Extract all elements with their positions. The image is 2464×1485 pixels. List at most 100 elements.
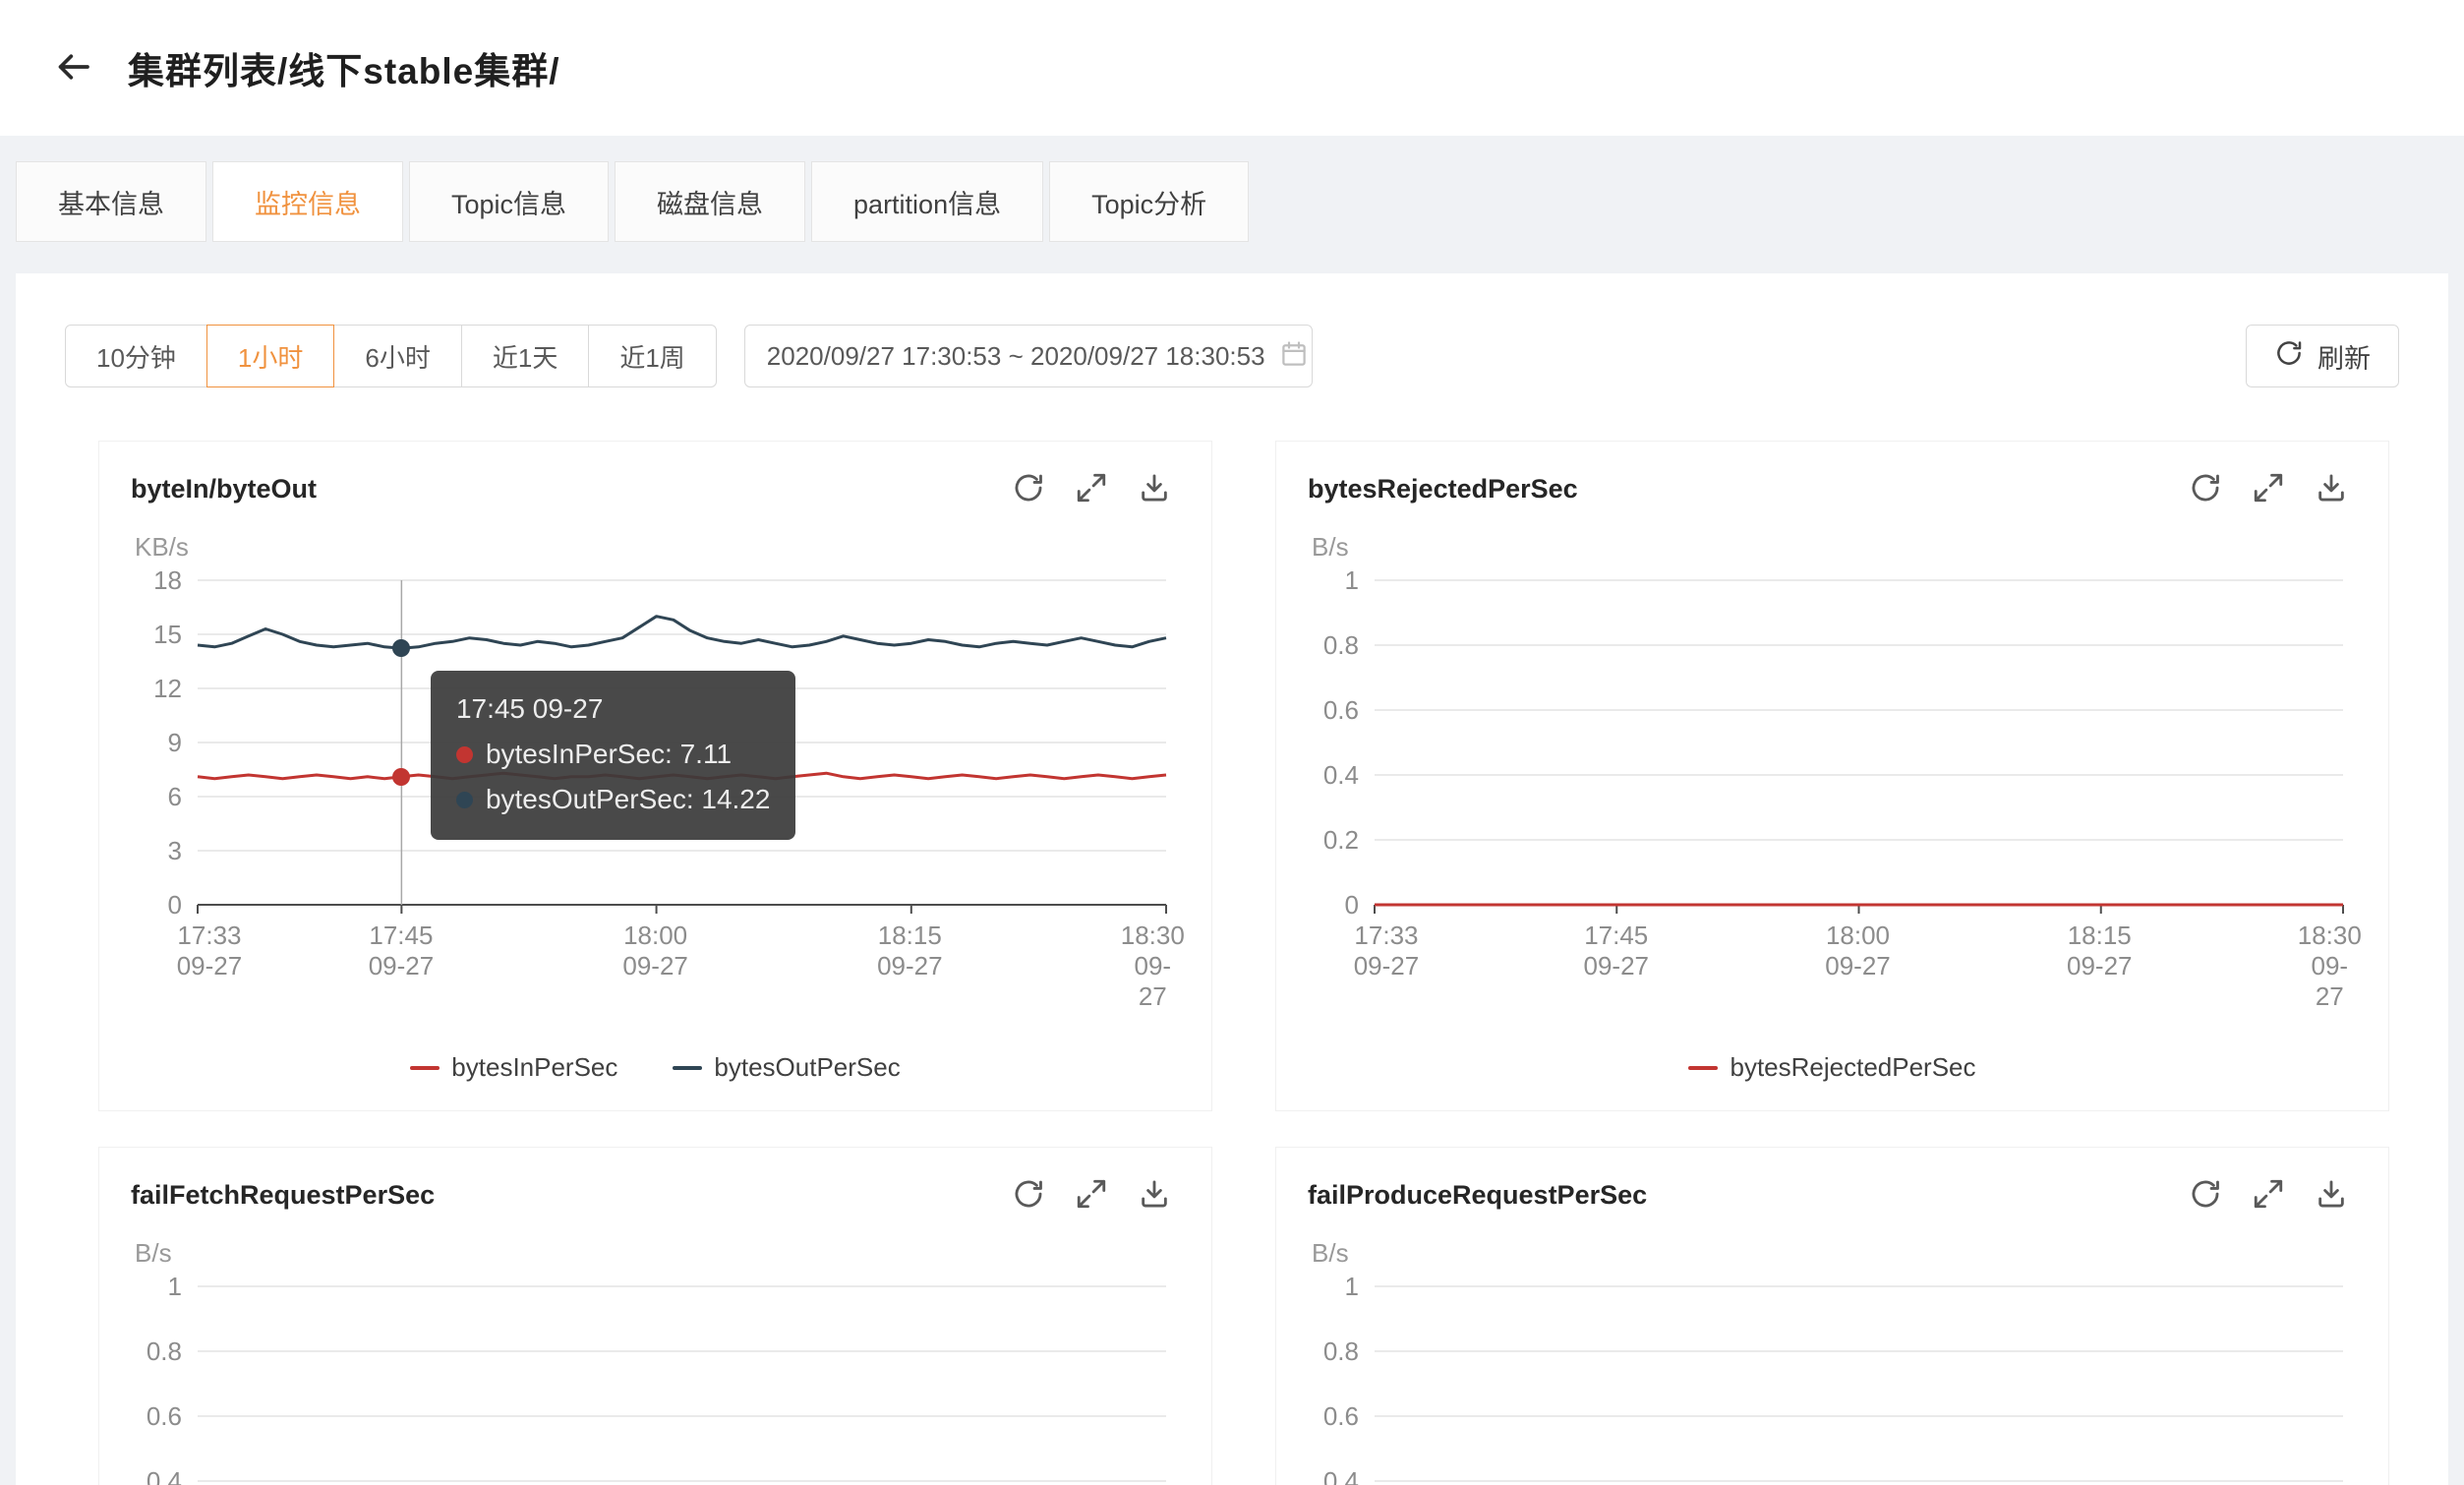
y-axis-label: 0.8: [146, 1336, 182, 1366]
y-axis-unit: B/s: [1312, 532, 1349, 562]
legend-label: bytesRejectedPerSec: [1730, 1052, 1976, 1082]
plot-area: 10.80.60.40.2017:3309-2717:4509-2718:000…: [147, 1272, 1166, 1485]
tabs: 基本信息 监控信息 Topic信息 磁盘信息 partition信息 Topic分析: [16, 161, 2448, 242]
tab-Topic信息[interactable]: Topic信息: [409, 161, 610, 242]
chart-legend: bytesInPerSec bytesOutPerSec: [99, 1052, 1211, 1083]
x-axis-label: 17:33 09-27: [176, 921, 243, 980]
page-header: 集群列表/线下stable集群/: [0, 0, 2464, 136]
legend-swatch: [410, 1065, 440, 1070]
y-axis-label: 1: [1344, 1272, 1359, 1301]
legend-item-bytesOutPerSec[interactable]: bytesOutPerSec: [673, 1052, 901, 1083]
x-axis-label: 17:33 09-27: [1353, 921, 1420, 980]
plot-canvas: [198, 1285, 1166, 1482]
chart-title: byteIn/byteOut: [131, 473, 318, 504]
calendar-icon: [1265, 339, 1309, 374]
x-axis-label: 18:00 09-27: [1825, 921, 1891, 980]
refresh-label: 刷新: [2317, 343, 2371, 374]
chart-legend: bytesRejectedPerSec: [1276, 1052, 2388, 1083]
x-axis-label: 18:30 09-27: [2297, 921, 2362, 1011]
tab-Topic分析[interactable]: Topic分析: [1049, 161, 1250, 242]
chart-title: failFetchRequestPerSec: [131, 1179, 436, 1210]
chart-card-failFetchRequestPerSec: failFetchRequestPerSecB/s10.80.60.40.201…: [98, 1147, 1212, 1485]
series-point: [391, 767, 410, 786]
y-axis-label: 0.2: [1322, 825, 1359, 855]
x-axis-label: 17:45 09-27: [1583, 921, 1650, 980]
y-axis-label: 15: [153, 620, 182, 649]
x-axis-label: 18:30 09-27: [1120, 921, 1185, 1011]
chart-refresh-icon[interactable]: [1011, 1177, 1046, 1213]
download-icon[interactable]: [1137, 1177, 1172, 1213]
y-axis-unit: B/s: [1312, 1238, 1349, 1268]
breadcrumb: 集群列表/线下stable集群/: [128, 51, 560, 91]
back-button[interactable]: [47, 42, 98, 93]
time-range-10分钟[interactable]: 10分钟: [65, 325, 207, 387]
y-axis-unit: KB/s: [135, 532, 189, 562]
expand-icon[interactable]: [2251, 1177, 2286, 1213]
tab-基本信息[interactable]: 基本信息: [16, 161, 206, 242]
chart-refresh-icon[interactable]: [1011, 471, 1046, 506]
chart-toolbar-icons: [1011, 1177, 1172, 1213]
tab-partition信息[interactable]: partition信息: [811, 161, 1044, 242]
legend-swatch: [673, 1065, 703, 1070]
chart-card-failProduceRequestPerSec: failProduceRequestPerSecB/s10.80.60.40.2…: [1275, 1147, 2389, 1485]
time-range-1小时[interactable]: 1小时: [205, 325, 335, 387]
legend-item-bytesRejectedPerSec[interactable]: bytesRejectedPerSec: [1688, 1052, 1976, 1083]
time-range-6小时[interactable]: 6小时: [333, 325, 462, 387]
y-axis-label: 1: [167, 1272, 182, 1301]
y-axis-label: 0.4: [146, 1466, 182, 1485]
plot-canvas: [1375, 1285, 2343, 1482]
refresh-icon: [2274, 338, 2304, 375]
y-axis-label: 3: [167, 836, 182, 865]
x-axis-label: 18:15 09-27: [877, 921, 943, 980]
chart-card-bytesRejectedPerSec: bytesRejectedPerSec B/s 1 0.8 0.6 0.4 0.2 0 17:3…: [1275, 441, 2389, 1111]
y-axis-label: 0: [1344, 890, 1359, 920]
y-axis-label: 0.8: [1322, 630, 1359, 660]
legend-label: bytesOutPerSec: [714, 1052, 901, 1082]
legend-item-bytesInPerSec[interactable]: bytesInPerSec: [410, 1052, 617, 1083]
x-axis-label: 18:15 09-27: [2067, 921, 2133, 980]
y-axis-unit: B/s: [135, 1238, 172, 1268]
plot-area: 10.80.60.40.2017:3309-2717:4509-2718:000…: [1323, 1272, 2343, 1485]
y-axis-label: 0.4: [1322, 1466, 1359, 1485]
chart-title: failProduceRequestPerSec: [1308, 1179, 1648, 1210]
y-axis-label: 0: [167, 890, 182, 920]
y-axis-label: 1: [1344, 565, 1359, 595]
download-icon[interactable]: [2314, 1177, 2349, 1213]
time-range-近1周[interactable]: 近1周: [588, 325, 717, 387]
time-range-近1天[interactable]: 近1天: [460, 325, 590, 387]
chart-toolbar-icons: [1011, 471, 1172, 506]
chart-header: failFetchRequestPerSec: [99, 1148, 1211, 1213]
y-axis-label: 18: [153, 565, 182, 595]
chart-header: bytesRejectedPerSec: [1276, 442, 2388, 506]
expand-icon[interactable]: [1074, 1177, 1109, 1213]
chart-toolbar-icons: [2188, 1177, 2349, 1213]
chart-refresh-icon[interactable]: [2188, 471, 2223, 506]
arrow-left-icon: [53, 47, 92, 89]
expand-icon[interactable]: [2251, 471, 2286, 506]
x-axis-label: 18:00 09-27: [622, 921, 688, 980]
main-panel: 10分钟 1小时 6小时 近1天 近1周 2020/09/27 17:30:53 ~ 2…: [16, 273, 2448, 1485]
y-axis-label: 0.6: [1322, 1401, 1359, 1431]
download-icon[interactable]: [1137, 471, 1172, 506]
chart-refresh-icon[interactable]: [2188, 1177, 2223, 1213]
tooltip: 17:45 09-27 bytesInPerSec: 7.11 bytesOutPe…: [430, 671, 796, 840]
download-icon[interactable]: [2314, 471, 2349, 506]
y-axis-label: 0.6: [1322, 695, 1359, 725]
date-range-value: 2020/09/27 17:30:53 ~ 2020/09/27 18:30:5…: [766, 340, 1265, 371]
plot-canvas: [1374, 579, 2344, 914]
date-range-picker[interactable]: 2020/09/27 17:30:53 ~ 2020/09/27 18:30:5…: [743, 325, 1313, 387]
refresh-button[interactable]: 刷新: [2246, 325, 2399, 387]
tooltip-series-dot: [455, 746, 473, 763]
chart-title: bytesRejectedPerSec: [1308, 473, 1578, 504]
tab-磁盘信息[interactable]: 磁盘信息: [615, 161, 806, 242]
charts-grid: byteIn/byteOut KB/s 18 15 12 9 6 3 0 17:33 09-27 17…: [98, 441, 2403, 1485]
chart-toolbar-icons: [2188, 471, 2349, 506]
expand-icon[interactable]: [1074, 471, 1109, 506]
plot-area: 18 15 12 9 6 3 0 17:33 09-27 17:45 09-27 18:00 09-27…: [153, 565, 1185, 1011]
tab-监控信息[interactable]: 监控信息: [212, 161, 403, 242]
y-axis-label: 0.6: [146, 1401, 182, 1431]
y-axis-label: 12: [153, 674, 182, 703]
chart-header: byteIn/byteOut: [99, 442, 1211, 506]
y-axis-label: 0.8: [1322, 1336, 1359, 1366]
